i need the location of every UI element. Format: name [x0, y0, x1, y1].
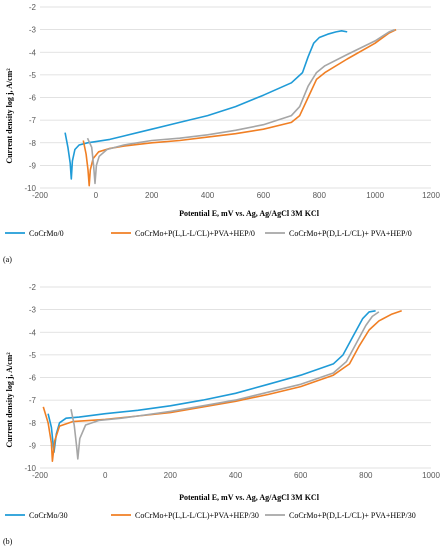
x-ticks-a: -200 0 200 400 600 800 1000 1200	[32, 191, 440, 200]
y-tick-label: -9	[29, 441, 37, 450]
chart-panel-b: -2 -3 -4 -5 -6 -7 -8 -9 -10 -200 0 200 400 600 800 100…	[3, 283, 440, 546]
x-tick-label: 800	[359, 471, 373, 480]
y-tick-label: -4	[29, 328, 37, 337]
panel-label-b: (b)	[3, 537, 13, 546]
x-tick-label: 400	[201, 191, 215, 200]
y-tick-label: -6	[29, 94, 37, 103]
x-tick-label: 600	[257, 191, 271, 200]
y-ticks-a: -2 -3 -4 -5 -6 -7 -8 -9 -10	[24, 3, 36, 193]
x-tick-label: 200	[164, 471, 178, 480]
y-axis-title-b: Current density log j, A/cm²	[5, 352, 14, 448]
legend-label: CoCrMo+P(D,L-L/CL)+ PVA+HEP/0	[289, 229, 412, 238]
x-ticks-b: -200 0 200 400 600 800 1000	[32, 471, 440, 480]
panel-label-a: (a)	[3, 255, 12, 264]
series-line-2	[82, 28, 397, 187]
x-tick-label: 1000	[422, 471, 440, 480]
x-tick-label: 1200	[422, 191, 440, 200]
legend-label: CoCrMo+P(L,L-L/CL)+PVA+HEP/0	[135, 229, 255, 238]
y-tick-label: -5	[29, 351, 37, 360]
y-tick-label: -7	[29, 116, 37, 125]
y-tick-label: -2	[29, 3, 37, 12]
y-tick-label: -3	[29, 306, 37, 315]
y-tick-label: -6	[29, 374, 37, 383]
series-lines-a	[64, 28, 397, 187]
x-tick-label: -200	[32, 471, 49, 480]
y-tick-label: -7	[29, 396, 37, 405]
x-tick-label: 0	[94, 191, 99, 200]
gridlines-a	[40, 6, 431, 189]
y-tick-label: -10	[24, 184, 36, 193]
series-line-1	[64, 30, 348, 180]
legend-a: CoCrMo/0 CoCrMo+P(L,L-L/CL)+PVA+HEP/0 CoCr…	[5, 229, 412, 238]
x-axis-title-b: Potential E, mV vs. Ag, Ag/AgCl 3M KCl	[179, 493, 320, 502]
legend-label: CoCrMo+P(L,L-L/CL)+PVA+HEP/30	[135, 511, 259, 520]
y-tick-label: -5	[29, 71, 37, 80]
series-lines-b	[42, 310, 402, 462]
y-tick-label: -3	[29, 26, 37, 35]
y-tick-label: -4	[29, 48, 37, 57]
y-axis-title-a: Current density log j, A/cm²	[5, 68, 14, 164]
x-tick-label: -200	[32, 191, 49, 200]
series-line-3	[70, 311, 380, 460]
gridlines-b	[40, 286, 431, 469]
y-tick-label: -10	[24, 464, 36, 473]
y-tick-label: -8	[29, 419, 37, 428]
legend-label: CoCrMo/30	[29, 511, 68, 520]
y-ticks-b: -2 -3 -4 -5 -6 -7 -8 -9 -10	[24, 283, 36, 473]
series-line-3	[86, 28, 396, 185]
legend-label: CoCrMo/0	[29, 229, 64, 238]
series-line-2	[42, 310, 402, 462]
x-tick-label: 400	[229, 471, 243, 480]
x-tick-label: 200	[145, 191, 159, 200]
x-tick-label: 800	[313, 191, 327, 200]
y-tick-label: -8	[29, 139, 37, 148]
x-tick-label: 1000	[366, 191, 384, 200]
x-tick-label: 600	[294, 471, 308, 480]
x-tick-label: 0	[103, 471, 108, 480]
chart-panel-a: -2 -3 -4 -5 -6 -7 -8 -9 -10 -200 0 200 400 600 800 100…	[3, 3, 440, 264]
legend-b: CoCrMo/30 CoCrMo+P(L,L-L/CL)+PVA+HEP/30 Co…	[5, 511, 416, 520]
legend-label: CoCrMo+P(D,L-L/CL)+ PVA+HEP/30	[289, 511, 416, 520]
y-tick-label: -9	[29, 161, 37, 170]
x-axis-title-a: Potential E, mV vs. Ag, Ag/AgCl 3M KCl	[179, 209, 320, 218]
y-tick-label: -2	[29, 283, 37, 292]
